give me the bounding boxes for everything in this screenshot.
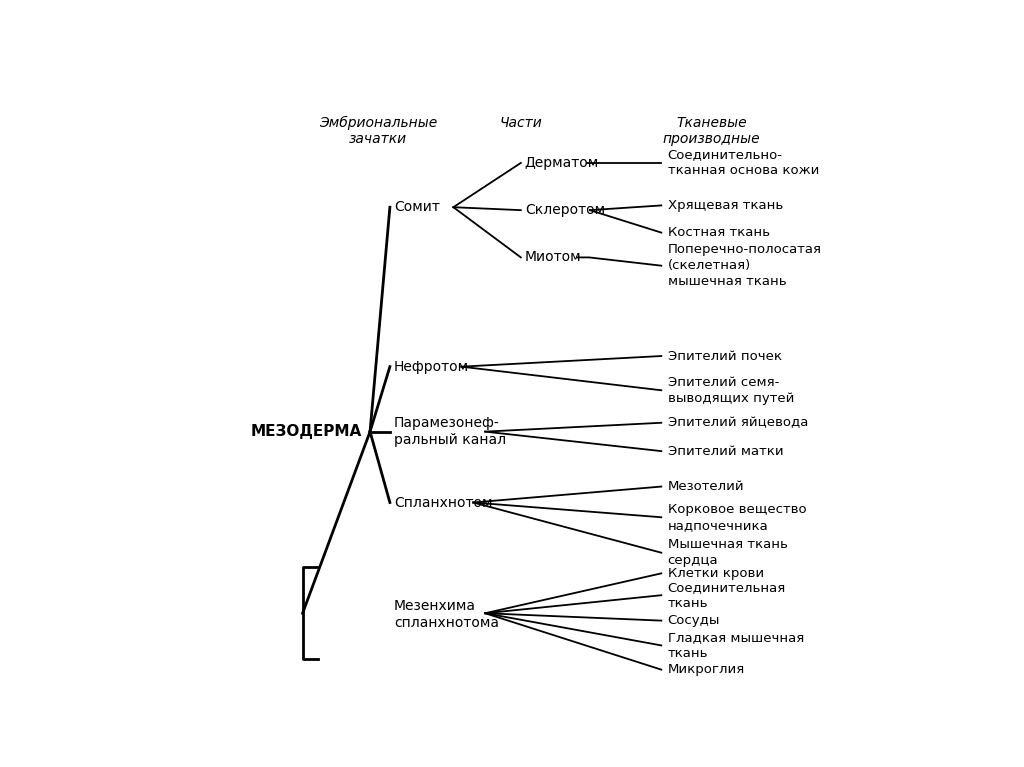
Text: Эмбриональные
зачатки: Эмбриональные зачатки xyxy=(318,116,437,146)
Text: Поперечно-полосатая
(скелетная)
мышечная ткань: Поперечно-полосатая (скелетная) мышечная… xyxy=(668,243,821,288)
Text: Костная ткань: Костная ткань xyxy=(668,226,770,239)
Text: МЕЗОДЕРМА: МЕЗОДЕРМА xyxy=(251,424,362,439)
Text: Соединительно-
тканная основа кожи: Соединительно- тканная основа кожи xyxy=(668,148,819,177)
Text: Мезенхима
спланхнотома: Мезенхима спланхнотома xyxy=(394,599,499,630)
Text: Дерматом: Дерматом xyxy=(524,156,599,170)
Text: Хрящевая ткань: Хрящевая ткань xyxy=(668,199,783,212)
Text: Эпителий семя-
выводящих путей: Эпителий семя- выводящих путей xyxy=(668,376,794,405)
Text: Эпителий матки: Эпителий матки xyxy=(668,445,783,458)
Text: Нефротом: Нефротом xyxy=(394,360,469,374)
Text: Клетки крови: Клетки крови xyxy=(668,567,764,580)
Text: Тканевые
производные: Тканевые производные xyxy=(663,116,760,146)
Text: Мезотелий: Мезотелий xyxy=(668,480,744,493)
Text: Микроглия: Микроглия xyxy=(668,663,744,676)
Text: Спланхнотом: Спланхнотом xyxy=(394,495,493,509)
Text: Эпителий яйцевода: Эпителий яйцевода xyxy=(668,416,808,430)
Text: Сомит: Сомит xyxy=(394,200,439,214)
Text: Миотом: Миотом xyxy=(524,250,582,265)
Text: Эпителий почек: Эпителий почек xyxy=(668,350,781,363)
Text: Соединительная
ткань: Соединительная ткань xyxy=(668,581,785,610)
Text: Части: Части xyxy=(500,116,542,130)
Text: Мышечная ткань
сердца: Мышечная ткань сердца xyxy=(668,538,787,568)
Text: Корковое вещество
надпочечника: Корковое вещество надпочечника xyxy=(668,502,806,532)
Text: Склеротом: Склеротом xyxy=(524,203,605,217)
Text: Сосуды: Сосуды xyxy=(668,614,720,627)
Text: Парамезонеф-
ральный канал: Парамезонеф- ральный канал xyxy=(394,416,506,447)
Text: Гладкая мышечная
ткань: Гладкая мышечная ткань xyxy=(668,631,804,660)
